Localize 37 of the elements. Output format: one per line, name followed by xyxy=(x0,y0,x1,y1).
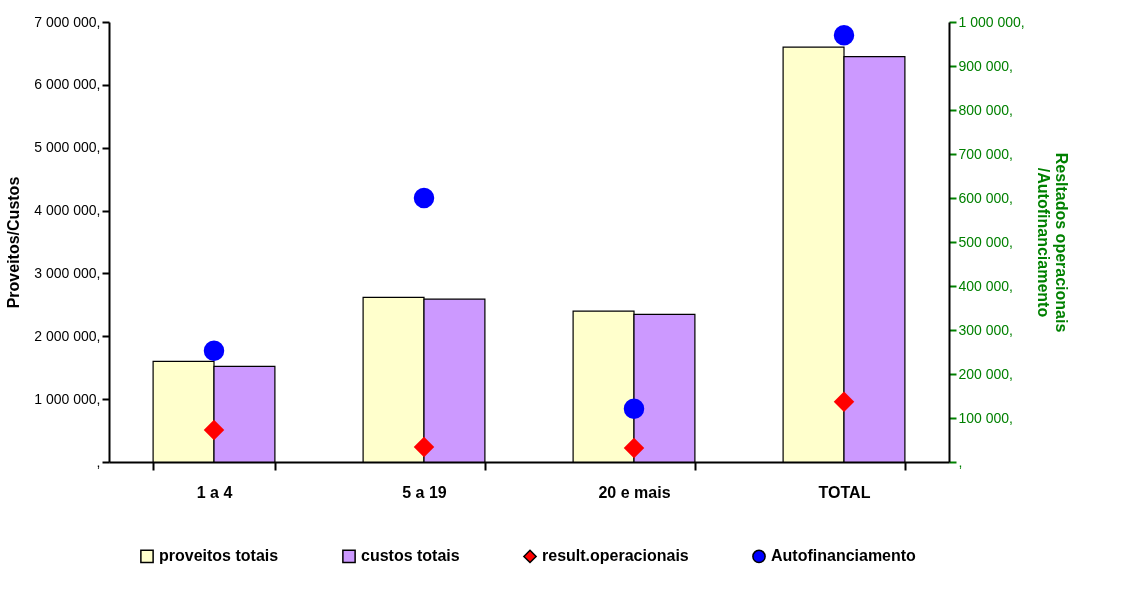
y-tick-label: 1 000 000, xyxy=(34,390,101,407)
y2-tick-label: 400 000, xyxy=(958,277,1013,294)
y2-tick-label: 900 000, xyxy=(958,57,1013,74)
point xyxy=(203,340,225,361)
x-tick-label: 20 e mais xyxy=(598,483,671,501)
point xyxy=(833,391,855,412)
y2-tick-label: 600 000, xyxy=(958,189,1013,206)
point xyxy=(623,398,645,419)
point xyxy=(203,419,225,441)
y-tick-label: 3 000 000, xyxy=(34,264,101,281)
y2-tick-label: 500 000, xyxy=(958,233,1013,250)
y2-tick-label: , xyxy=(958,453,963,470)
y-tick-label: 4 000 000, xyxy=(34,202,101,219)
point xyxy=(623,437,645,459)
y-tick-label: 7 000 000, xyxy=(34,13,101,30)
legend-label: result.operacionais xyxy=(542,547,689,565)
y-tick-label: , xyxy=(96,453,101,470)
x-tick-label: 5 a 19 xyxy=(402,483,447,501)
y2-tick-label: 1 000 000, xyxy=(958,13,1025,30)
legend-label: proveitos totais xyxy=(159,547,279,565)
y2-tick-label: 800 000, xyxy=(958,101,1013,118)
y-tick-label: 6 000 000, xyxy=(34,76,101,93)
y2-tick-label: 700 000, xyxy=(958,145,1013,162)
point xyxy=(413,436,435,458)
y-axis-title: Proveitos/Custos xyxy=(5,176,23,309)
y-tick-label: 2 000 000, xyxy=(34,327,101,344)
y2-tick-label: 100 000, xyxy=(958,409,1013,426)
legend-label: custos totais xyxy=(361,547,460,565)
x-tick-label: TOTAL xyxy=(818,483,871,501)
legend-label: Autofinanciamento xyxy=(771,547,917,565)
x-tick-label: 1 a 4 xyxy=(196,483,233,501)
y2-tick-label: 300 000, xyxy=(958,321,1013,338)
y2-tick-label: 200 000, xyxy=(958,365,1013,382)
y-tick-label: 5 000 000, xyxy=(34,139,101,156)
point xyxy=(833,24,855,46)
point xyxy=(413,187,435,209)
y2-axis-title: Resltados operacionais /Autofinanciamento xyxy=(1034,152,1070,333)
